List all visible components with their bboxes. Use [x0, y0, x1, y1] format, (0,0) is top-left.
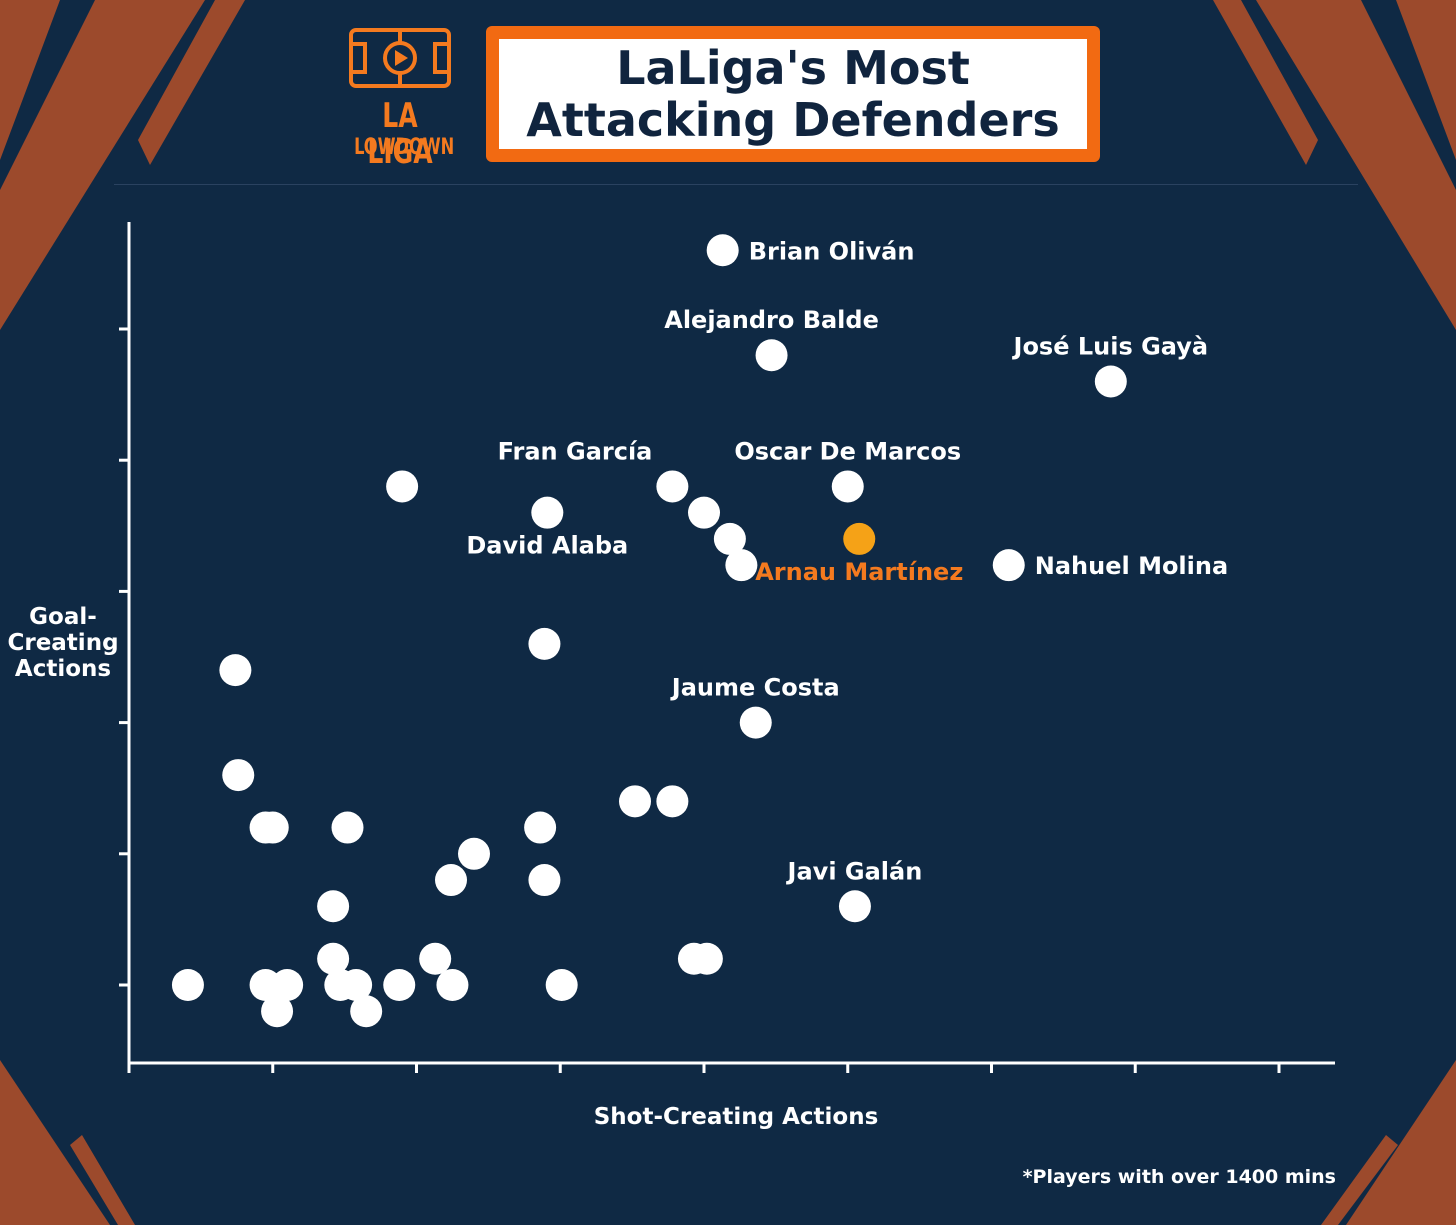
- decor-stripe: [0, 0, 205, 330]
- data-point: [317, 890, 350, 923]
- point-label: Nahuel Molina: [1035, 552, 1228, 580]
- logo-text: LA LIGA: [367, 96, 433, 172]
- point-label: David Alaba: [466, 532, 628, 560]
- decor-stripe: [1396, 0, 1456, 160]
- decor-stripe: [0, 1060, 110, 1225]
- data-point: [688, 496, 720, 529]
- data-point: [331, 811, 364, 844]
- data-point: [531, 496, 564, 529]
- data-point: [340, 969, 373, 1001]
- logo: LA LIGA LOWDOWN: [344, 26, 456, 170]
- data-point: [656, 785, 689, 818]
- data-point: [219, 654, 252, 687]
- data-point: [386, 470, 419, 503]
- point-label: Alejandro Balde: [664, 306, 879, 334]
- point-label: Arnau Martínez: [755, 558, 963, 586]
- data-point: [383, 969, 416, 1001]
- data-point: [1094, 365, 1127, 398]
- data-point: [706, 234, 739, 267]
- highlighted-data-point: [843, 522, 876, 555]
- data-point: [838, 890, 871, 923]
- data-point: [435, 864, 467, 897]
- point-label: Fran García: [498, 437, 653, 465]
- point-label: Jaume Costa: [670, 674, 840, 702]
- data-point: [524, 811, 557, 844]
- data-point: [528, 864, 561, 897]
- y-axis-label: Goal- Creating Actions: [7, 604, 119, 682]
- title-inner: LaLiga's Most Attacking Defenders: [499, 39, 1087, 149]
- header-divider: [114, 184, 1358, 185]
- data-point: [222, 759, 255, 792]
- title-box: LaLiga's Most Attacking Defenders: [486, 26, 1100, 162]
- point-label: José Luis Gayà: [1012, 332, 1209, 360]
- data-point: [350, 995, 383, 1028]
- data-point: [755, 339, 788, 372]
- data-point: [419, 942, 452, 975]
- decor-stripe: [1256, 0, 1456, 330]
- data-point: [256, 811, 289, 844]
- data-point: [725, 549, 758, 582]
- decor-stripe: [0, 0, 60, 160]
- data-point: [271, 969, 304, 1001]
- point-label: Javi Galán: [786, 857, 923, 885]
- data-point: [690, 942, 723, 975]
- data-point: [739, 706, 772, 739]
- data-point: [171, 969, 204, 1001]
- chart-title-line-1: LaLiga's Most: [616, 41, 970, 95]
- data-point: [436, 969, 469, 1001]
- decor-stripe: [1213, 0, 1318, 165]
- data-point: [992, 549, 1025, 582]
- footnote: *Players with over 1400 mins: [1022, 1166, 1336, 1188]
- data-point: [619, 785, 651, 818]
- data-point: [261, 995, 294, 1028]
- point-label: Oscar De Marcos: [734, 437, 961, 465]
- logo-subtext: LOWDOWN: [354, 135, 455, 160]
- data-point: [831, 470, 864, 503]
- decor-stripe: [1321, 1135, 1398, 1225]
- data-point: [656, 470, 689, 503]
- football-pitch-play-icon: [349, 28, 451, 88]
- data-point: [545, 969, 578, 1001]
- data-point: [317, 942, 350, 975]
- data-point: [458, 837, 490, 870]
- decor-stripe: [138, 0, 245, 165]
- point-label: Brian Oliván: [749, 237, 915, 265]
- decor-stripe: [1346, 1060, 1456, 1225]
- chart-title-line-2: Attacking Defenders: [526, 93, 1060, 147]
- x-axis-label: Shot-Creating Actions: [593, 1104, 879, 1130]
- data-point: [528, 627, 561, 660]
- data-point: [713, 522, 746, 555]
- decor-stripe: [70, 1135, 135, 1225]
